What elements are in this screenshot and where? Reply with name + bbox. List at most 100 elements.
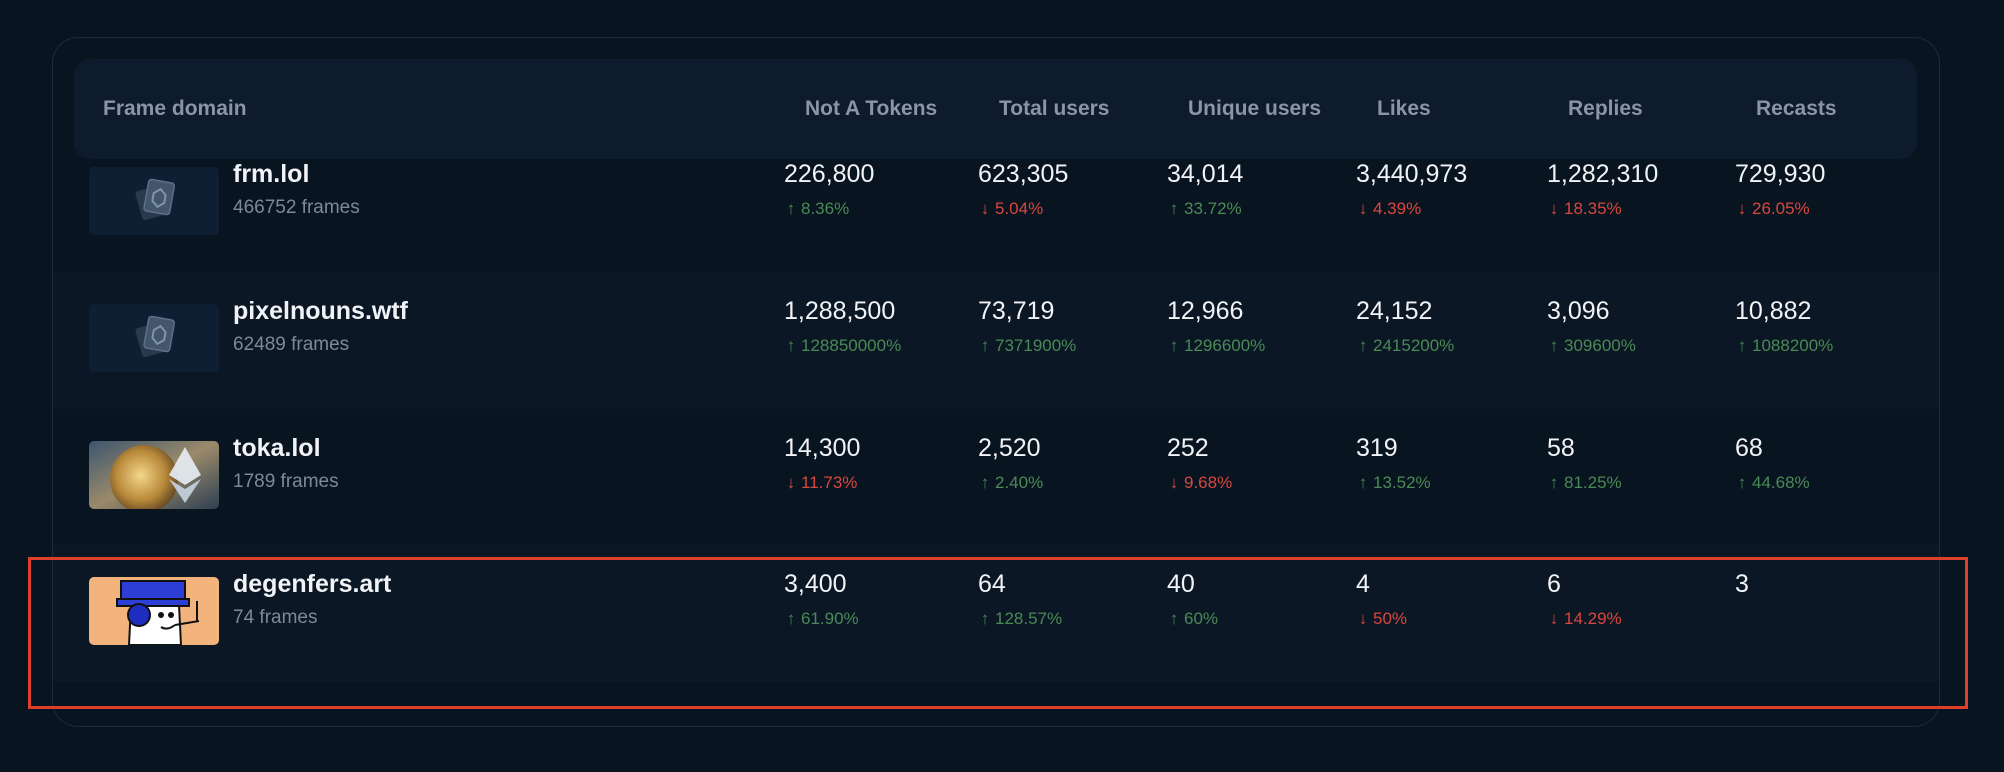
change-indicator: ↓ 50% <box>1356 609 1407 629</box>
cell-unique-users: 12,966 ↑ 1296600% <box>1167 297 1265 356</box>
frame-placeholder-icon <box>89 167 219 235</box>
cell-total-users: 2,520 ↑ 2.40% <box>978 434 1043 493</box>
arrow-down-icon: ↓ <box>1737 199 1747 218</box>
change-percent: 81.25% <box>1564 473 1622 492</box>
cell-value: 623,305 <box>978 160 1069 188</box>
change-indicator: ↓ 14.29% <box>1547 609 1622 629</box>
cell-value: 1,282,310 <box>1547 160 1659 188</box>
arrow-up-icon: ↑ <box>786 336 796 355</box>
col-header-likes[interactable]: Likes <box>1377 97 1431 120</box>
arrow-up-icon: ↑ <box>1358 336 1368 355</box>
cell-likes: 3,440,973 ↓ 4.39% <box>1356 160 1467 219</box>
change-indicator: ↑ 2415200% <box>1356 336 1455 356</box>
table-row[interactable]: pixelnouns.wtf 62489 frames 1,288,500 ↑ 1288… <box>53 272 1939 409</box>
cell-value: 729,930 <box>1735 160 1826 188</box>
cell-total-users: 73,719 ↑ 7371900% <box>978 297 1076 356</box>
row-highlight-box <box>28 557 1968 709</box>
cell-total-users: 64 ↑ 128.57% <box>978 570 1062 629</box>
col-header-frame-domain[interactable]: Frame domain <box>103 97 247 120</box>
frame-domain-name[interactable]: frm.lol <box>233 160 310 188</box>
frame-count: 1789 frames <box>233 471 339 492</box>
change-indicator: ↑ 2.40% <box>978 473 1043 493</box>
change-indicator: ↑ 1296600% <box>1167 336 1266 356</box>
change-percent: 2.40% <box>995 473 1044 492</box>
cell-not-a-tokens: 14,300 ↓ 11.73% <box>784 434 860 493</box>
arrow-up-icon: ↑ <box>980 609 990 628</box>
col-header-recasts[interactable]: Recasts <box>1756 97 1837 120</box>
arrow-down-icon: ↓ <box>1549 609 1559 628</box>
cell-likes: 24,152 ↑ 2415200% <box>1356 297 1454 356</box>
cell-replies: 58 ↑ 81.25% <box>1547 434 1622 493</box>
change-percent: 2415200% <box>1373 336 1455 355</box>
cell-value: 64 <box>978 570 1006 598</box>
change-indicator: ↓ 26.05% <box>1735 199 1825 219</box>
change-indicator: ↑ 128850000% <box>784 336 901 356</box>
col-header-not-a-tokens[interactable]: Not A Tokens <box>805 97 938 120</box>
cell-value: 252 <box>1167 434 1209 462</box>
change-percent: 7371900% <box>995 336 1077 355</box>
change-percent: 26.05% <box>1752 199 1810 218</box>
cell-value: 73,719 <box>978 297 1055 325</box>
change-percent: 1296600% <box>1184 336 1266 355</box>
change-percent: 128850000% <box>801 336 902 355</box>
change-percent: 128.57% <box>995 609 1063 628</box>
frame-domain-name[interactable]: pixelnouns.wtf <box>233 297 408 325</box>
cell-not-a-tokens: 226,800 ↑ 8.36% <box>784 160 874 219</box>
arrow-up-icon: ↑ <box>786 199 796 218</box>
arrow-up-icon: ↑ <box>1169 336 1179 355</box>
cell-value: 3,096 <box>1547 297 1610 325</box>
col-header-replies[interactable]: Replies <box>1568 97 1643 120</box>
table-row[interactable]: degenfers.art 74 frames 3,400 ↑ 61.90% 64 ↑ 128… <box>53 545 1939 682</box>
cell-value: 68 <box>1735 434 1763 462</box>
frame-domain-name[interactable]: toka.lol <box>233 434 321 462</box>
cell-not-a-tokens: 1,288,500 ↑ 128850000% <box>784 297 901 356</box>
arrow-up-icon: ↑ <box>980 473 990 492</box>
cell-value: 4 <box>1356 570 1370 598</box>
col-header-total-users[interactable]: Total users <box>999 97 1110 120</box>
change-indicator: ↓ 4.39% <box>1356 199 1467 219</box>
table-row[interactable]: frm.lol 466752 frames 226,800 ↑ 8.36% 623,305… <box>53 135 1939 272</box>
cell-not-a-tokens: 3,400 ↑ 61.90% <box>784 570 859 629</box>
cell-unique-users: 252 ↓ 9.68% <box>1167 434 1232 493</box>
arrow-down-icon: ↓ <box>1169 473 1179 492</box>
change-percent: 11.73% <box>801 473 858 492</box>
cell-replies: 3,096 ↑ 309600% <box>1547 297 1636 356</box>
cell-recasts: 3 <box>1735 570 1749 599</box>
cell-unique-users: 40 ↑ 60% <box>1167 570 1218 629</box>
cell-value: 226,800 <box>784 160 875 188</box>
cell-recasts: 729,930 ↓ 26.05% <box>1735 160 1825 219</box>
change-percent: 1088200% <box>1752 336 1834 355</box>
change-indicator: ↑ 81.25% <box>1547 473 1622 493</box>
change-indicator: ↑ 13.52% <box>1356 473 1431 493</box>
change-indicator: ↓ 9.68% <box>1167 473 1232 493</box>
frames-table: Frame domain Not A Tokens Total users Un… <box>52 37 1940 727</box>
cell-value: 10,882 <box>1735 297 1812 325</box>
arrow-up-icon: ↑ <box>1549 473 1559 492</box>
change-percent: 9.68% <box>1184 473 1233 492</box>
frame-domain-name[interactable]: degenfers.art <box>233 570 392 598</box>
change-indicator: ↑ 7371900% <box>978 336 1077 356</box>
change-percent: 14.29% <box>1564 609 1622 628</box>
cell-value: 319 <box>1356 434 1398 462</box>
table-row[interactable]: toka.lol 1789 frames 14,300 ↓ 11.73% 2,520 ↑ 2.… <box>53 409 1939 546</box>
arrow-up-icon: ↑ <box>1737 336 1747 355</box>
cell-value: 2,520 <box>978 434 1041 462</box>
table-header: Frame domain Not A Tokens Total users Un… <box>74 59 1917 159</box>
arrow-down-icon: ↓ <box>786 473 796 492</box>
arrow-up-icon: ↑ <box>1549 336 1559 355</box>
cell-unique-users: 34,014 ↑ 33.72% <box>1167 160 1243 219</box>
cell-total-users: 623,305 ↓ 5.04% <box>978 160 1068 219</box>
col-header-unique-users[interactable]: Unique users <box>1188 97 1322 120</box>
frame-count: 466752 frames <box>233 197 360 218</box>
arrow-up-icon: ↑ <box>1169 609 1179 628</box>
arrow-up-icon: ↑ <box>786 609 796 628</box>
cell-value: 3,440,973 <box>1356 160 1468 188</box>
change-percent: 5.04% <box>995 199 1044 218</box>
change-indicator: ↑ 128.57% <box>978 609 1062 629</box>
frame-placeholder-icon <box>89 304 219 372</box>
change-indicator: ↓ 11.73% <box>784 473 860 493</box>
change-indicator: ↑ 309600% <box>1547 336 1636 356</box>
change-percent: 50% <box>1373 609 1408 628</box>
change-percent: 60% <box>1184 609 1219 628</box>
cell-replies: 1,282,310 ↓ 18.35% <box>1547 160 1658 219</box>
